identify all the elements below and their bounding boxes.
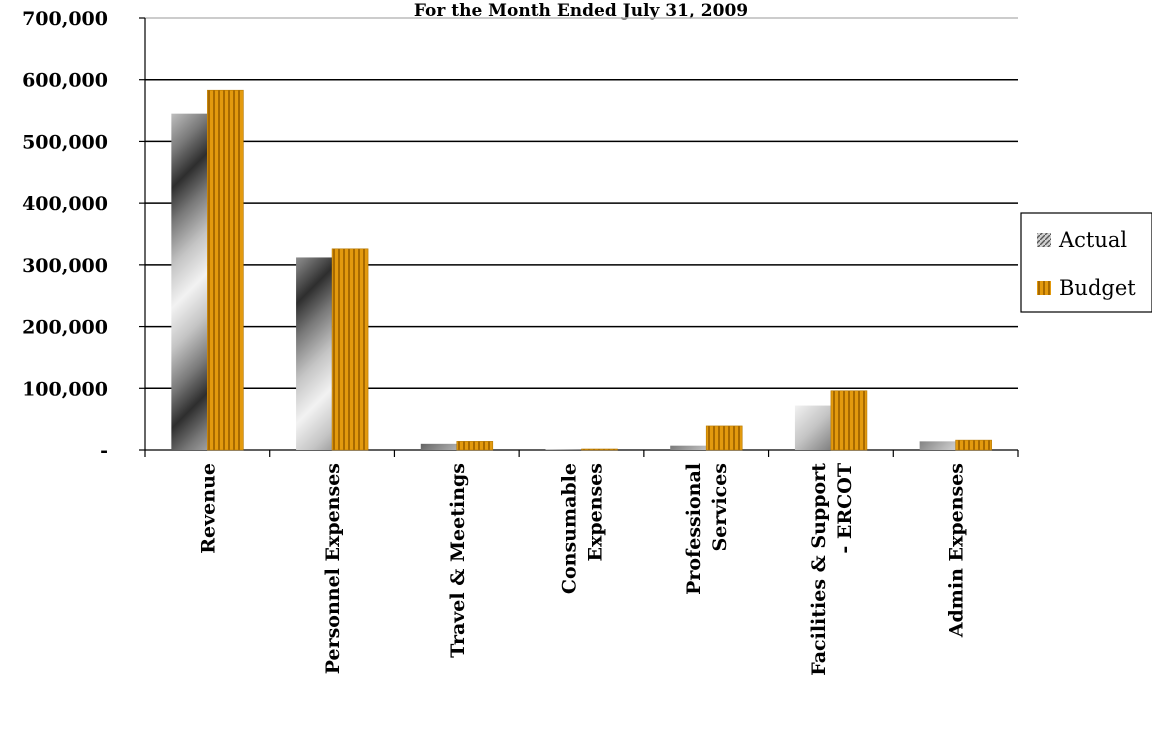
legend-actual-label: Actual [1058, 228, 1127, 252]
bar-actual-3 [545, 449, 582, 450]
y-tick-label: 700,000 [22, 8, 108, 30]
legend: Actual Budget [1020, 212, 1152, 313]
y-tick-label: 300,000 [22, 255, 108, 277]
bar-budget-1 [331, 248, 369, 451]
axes [139, 17, 1019, 457]
bar-actual-6 [919, 441, 956, 450]
legend-actual-swatch [1037, 233, 1051, 247]
y-tick-label: 600,000 [22, 70, 108, 92]
y-tick-label: 100,000 [22, 378, 108, 400]
y-tick-label: - [100, 440, 108, 462]
y-tick-label: 200,000 [22, 317, 108, 339]
legend-budget-swatch [1037, 281, 1051, 295]
legend-budget-label: Budget [1059, 276, 1136, 300]
chart-title: For the Month Ended July 31, 2009 [414, 1, 748, 21]
y-tick-labels: - 100,000 200,000 300,000 400,000 500,000 600,… [22, 8, 108, 462]
bar-actual-0 [171, 113, 208, 451]
x-tick-label: Services [709, 463, 731, 551]
bar-budget-4 [705, 425, 743, 451]
legend-box [1020, 212, 1152, 313]
x-tick-label: Travel & Meetings [447, 463, 469, 658]
bar-actual-1 [296, 257, 333, 450]
bar-actual-4 [670, 445, 707, 450]
y-tick-label: 500,000 [22, 131, 108, 153]
x-tick-label: - ERCOT [834, 463, 856, 554]
x-tick-label: Professional [683, 463, 705, 595]
bar-budget-2 [456, 441, 494, 451]
bar-actual-5 [794, 405, 831, 450]
x-tick-label: Consumable [559, 463, 581, 594]
bars [171, 89, 992, 451]
x-tick-label: Facilities & Support [808, 463, 830, 676]
bar-budget-0 [207, 89, 244, 451]
x-tick-label: Personnel Expenses [322, 463, 344, 674]
y-tick-label: 400,000 [22, 193, 108, 215]
x-tick-labels: Revenue Personnel Expenses Travel & Meetin… [197, 463, 967, 676]
bar-budget-5 [830, 390, 868, 451]
bar-budget-3 [581, 448, 618, 451]
x-tick-label: Admin Expenses [946, 463, 968, 638]
bar-budget-6 [955, 439, 992, 451]
bar-actual-2 [420, 443, 457, 450]
x-tick-label: Revenue [197, 463, 219, 554]
gridlines [145, 17, 1018, 390]
x-tick-label: Expenses [585, 463, 607, 561]
